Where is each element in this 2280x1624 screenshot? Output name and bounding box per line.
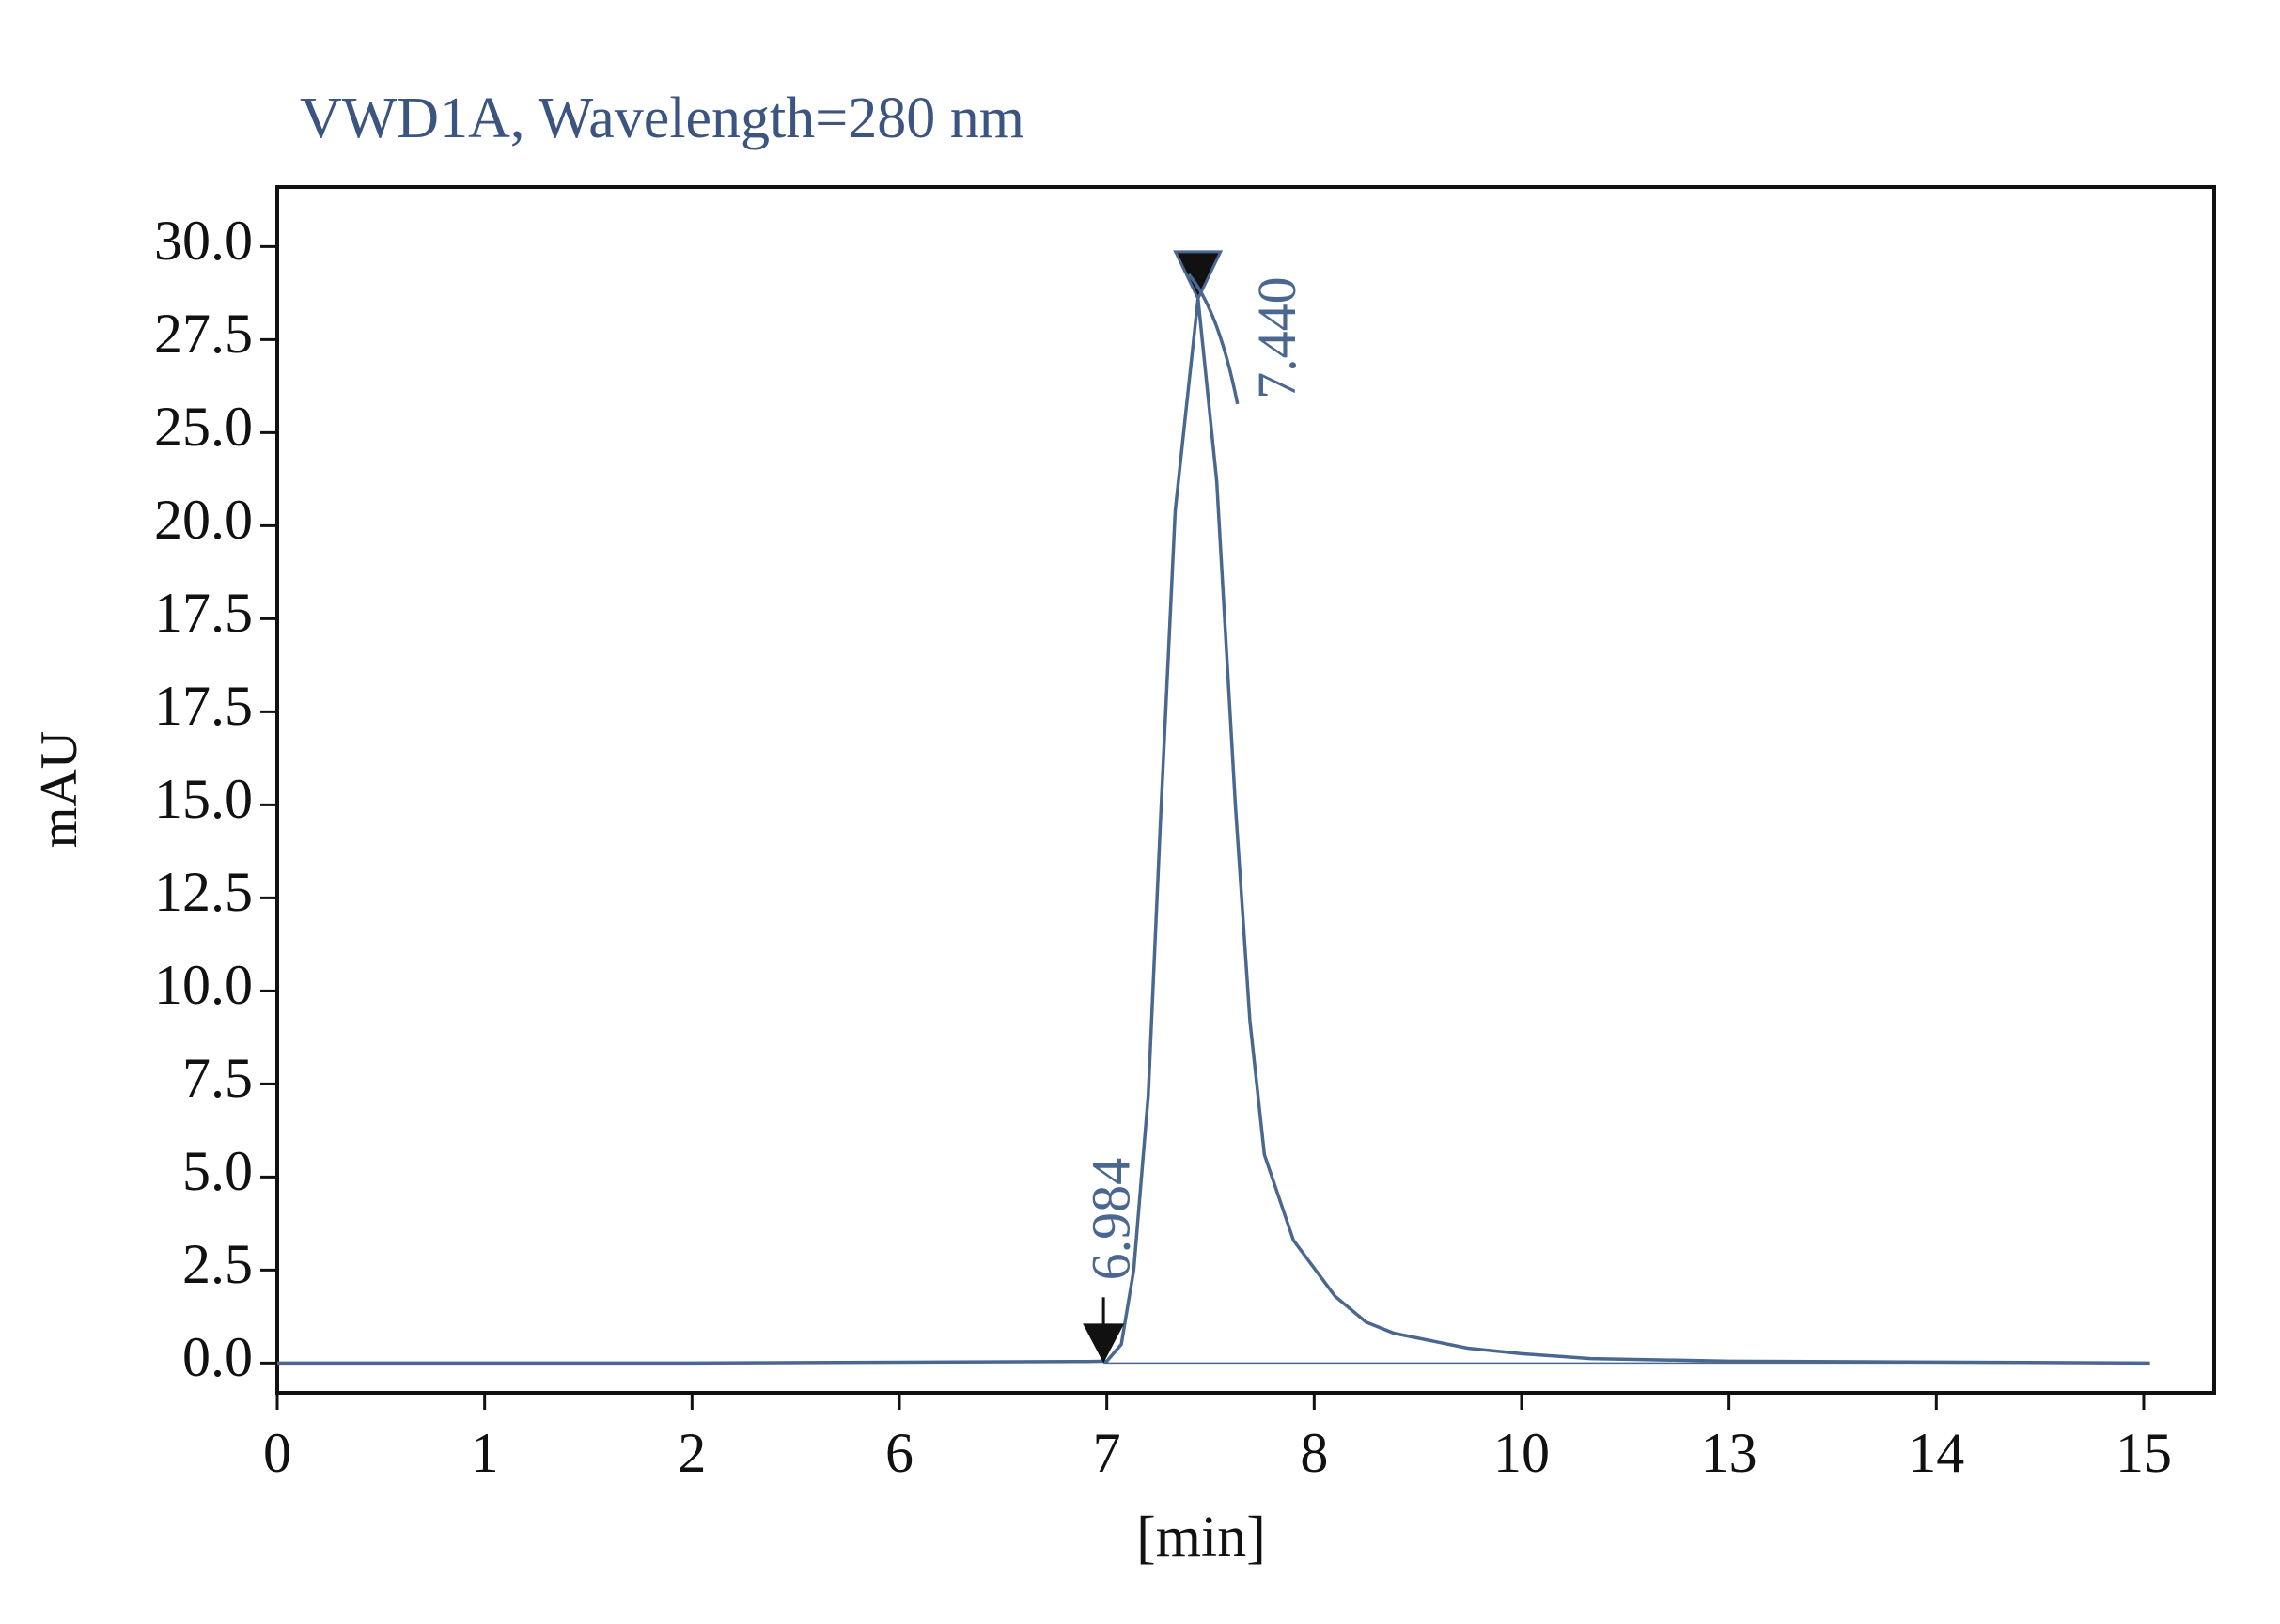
x-tick-label: 1: [471, 1422, 499, 1484]
chart-title: VWD1A, Wavelength=280 nm: [300, 86, 1024, 150]
x-tick-label: 0: [263, 1422, 291, 1484]
y-axis-label: mAU: [30, 731, 88, 848]
peak-start-label: 6.984: [1080, 1158, 1141, 1281]
y-tick-label: 5.0: [182, 1140, 253, 1202]
signal-line: [277, 298, 2150, 1366]
y-tick-label: 17.5: [154, 582, 253, 644]
y-tick-label: 0.0: [182, 1326, 253, 1388]
plot-frame: [275, 185, 2216, 1395]
x-tick-label: 8: [1300, 1422, 1328, 1484]
y-tick-label: 10.0: [154, 954, 253, 1016]
y-tick-label: 20.0: [154, 489, 253, 551]
x-tick-label: 14: [1908, 1422, 1964, 1484]
y-tick-label: 15.0: [154, 768, 253, 830]
y-tick-label: 17.5: [154, 675, 253, 737]
y-tick-label: 12.5: [154, 861, 253, 923]
x-tick-label: 7: [1093, 1422, 1121, 1484]
x-tick-label: 6: [885, 1422, 914, 1484]
x-tick-label: 13: [1701, 1422, 1757, 1484]
x-tick-label: 15: [2116, 1422, 2172, 1484]
y-tick-label: 27.5: [154, 303, 253, 365]
y-tick-label: 25.0: [154, 396, 253, 458]
x-tick-label: 2: [678, 1422, 706, 1484]
start-arrow-head: [1083, 1323, 1125, 1364]
y-tick-label: 2.5: [182, 1233, 253, 1295]
x-axis-label: [min]: [1136, 1506, 1266, 1569]
apex-marker: [1173, 250, 1224, 303]
tangent-line: [1187, 273, 1240, 405]
y-tick-label: 30.0: [154, 210, 253, 272]
y-tick-label: 7.5: [182, 1047, 253, 1109]
peak-apex-label: 7.440: [1246, 276, 1307, 399]
x-tick-label: 10: [1493, 1422, 1550, 1484]
